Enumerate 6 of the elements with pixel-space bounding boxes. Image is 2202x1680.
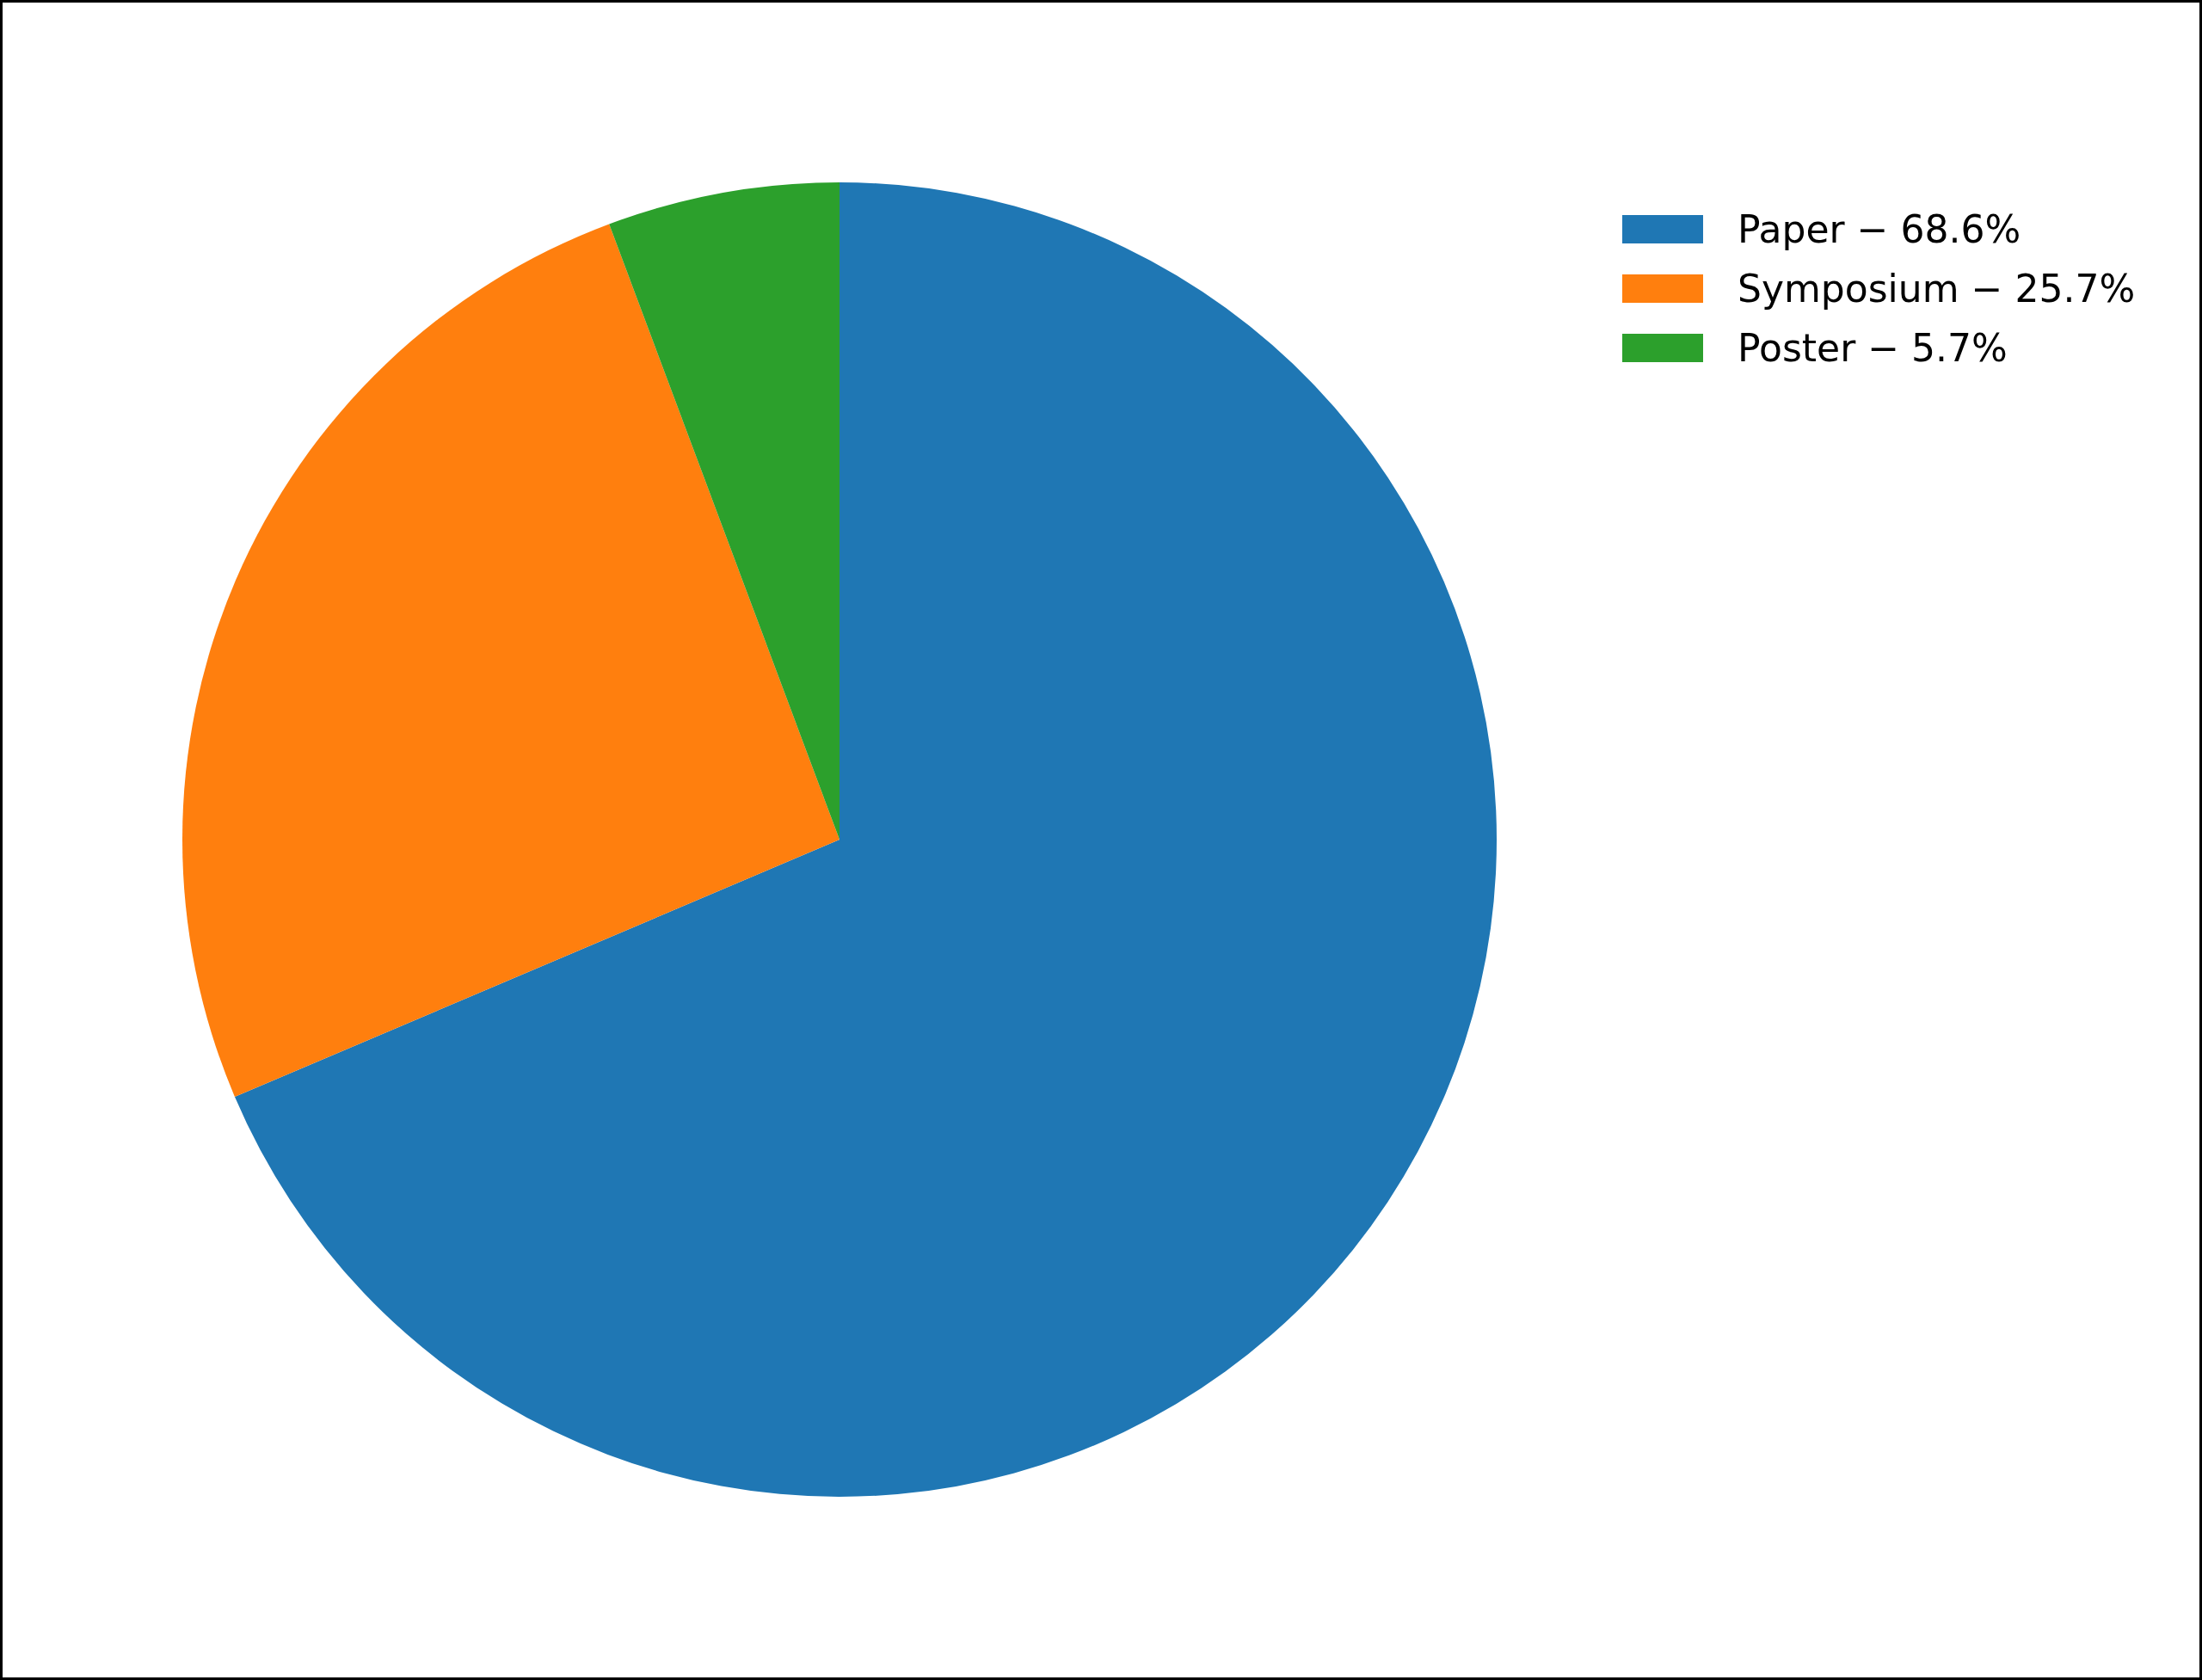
pie-slice <box>182 224 840 1098</box>
pie-slice <box>609 182 840 840</box>
pie-slice <box>234 182 1497 1497</box>
legend-label: Paper − 68.6% <box>1738 206 2021 252</box>
legend-label: Symposium − 25.7% <box>1738 266 2136 311</box>
legend-label: Poster − 5.7% <box>1738 325 2008 371</box>
